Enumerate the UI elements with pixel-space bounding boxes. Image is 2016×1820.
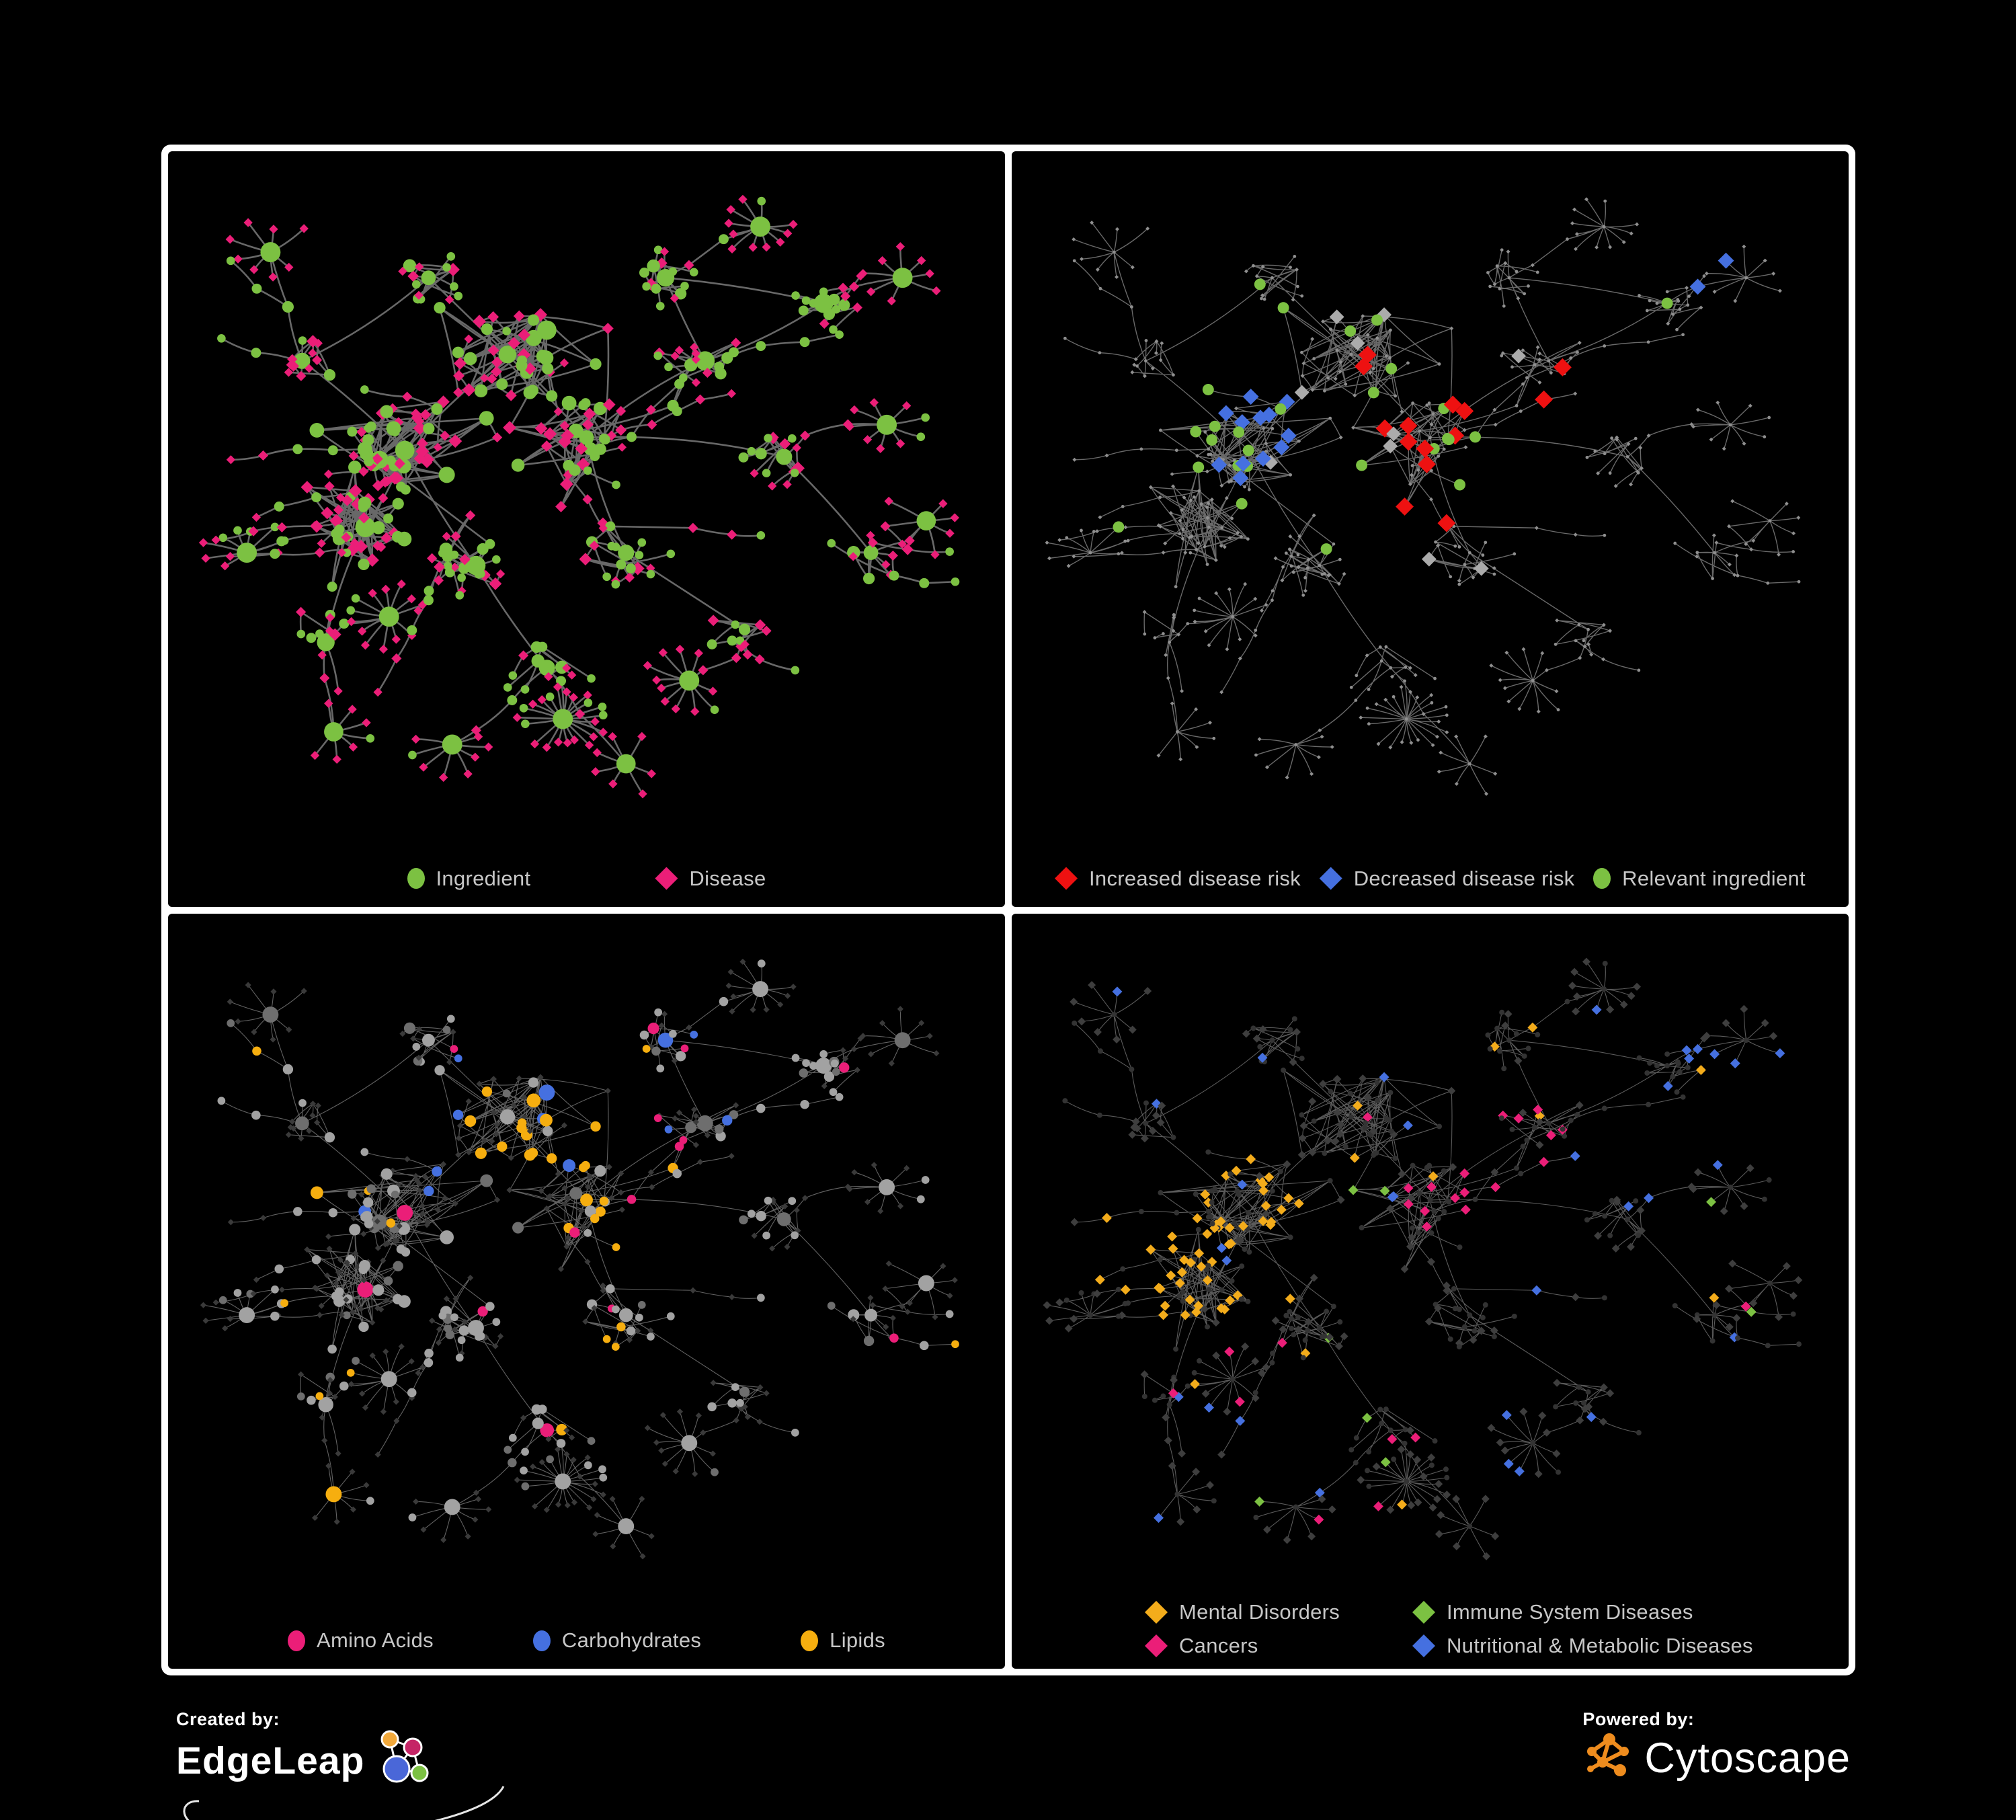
legend-ingredient-disease: Ingredient Disease (168, 867, 1005, 891)
edgeleap-wordmark: EdgeLeap (176, 1739, 365, 1782)
legend-item: Mental Disorders (1145, 1600, 1412, 1624)
legend-circle-marker (801, 1630, 819, 1651)
legend-label: Immune System Diseases (1447, 1600, 1693, 1624)
legend-item: Nutritional & Metabolic Diseases (1412, 1634, 1753, 1658)
legend-circle-marker (532, 1630, 551, 1651)
legend-label: Amino Acids (317, 1628, 434, 1652)
legend-label: Carbohydrates (561, 1628, 702, 1652)
cytoscape-wordmark: Cytoscape (1644, 1735, 1851, 1782)
legend-diamond-marker (1145, 1634, 1168, 1657)
panel-nutrient-classes: Amino Acids Carbohydrates Lipids (168, 913, 1005, 1669)
cytoscape-brand-row: Cytoscape (1582, 1731, 1851, 1785)
panel-disease-risk: Increased disease risk Decreased disease … (1012, 151, 1849, 907)
legend-item: Relevant ingredient (1593, 867, 1806, 891)
legend-diamond-marker (1055, 867, 1078, 890)
panel-disease-classes: Mental Disorders Immune System Diseases Ca… (1012, 913, 1849, 1669)
legend-diamond-marker (1319, 867, 1342, 890)
legend-label: Disease (689, 866, 766, 890)
legend-circle-marker (288, 1630, 306, 1651)
legend-label: Increased disease risk (1089, 866, 1301, 890)
legend-label: Nutritional & Metabolic Diseases (1447, 1634, 1753, 1657)
legend-item: Ingredient (407, 867, 531, 891)
cytoscape-logo-icon (1587, 1733, 1629, 1776)
legend-item: Increased disease risk (1055, 867, 1301, 891)
legend-item: Disease (655, 867, 766, 891)
legend-disease-risk: Increased disease risk Decreased disease … (1012, 867, 1849, 891)
network-graph-nutrient-classes (200, 958, 959, 1559)
legend-label: Decreased disease risk (1353, 866, 1575, 890)
legend-diamond-marker (1412, 1634, 1435, 1657)
legend-item: Cancers (1145, 1634, 1412, 1658)
created-by-label: Created by: (176, 1709, 280, 1729)
legend-label: Lipids (830, 1628, 885, 1652)
network-graph-disease-risk (1045, 197, 1801, 796)
legend-label: Mental Disorders (1179, 1600, 1340, 1624)
legend-item: Amino Acids (288, 1628, 434, 1653)
edgeleap-credit: Created by: EdgeLeap (176, 1709, 553, 1820)
legend-diamond-marker (655, 867, 678, 890)
legend-nutrient-classes: Amino Acids Carbohydrates Lipids (168, 1628, 1005, 1653)
edgeleap-brand-row: EdgeLeap (176, 1730, 553, 1820)
legend-item: Carbohydrates (532, 1628, 702, 1653)
legend-diamond-marker (1412, 1601, 1435, 1624)
legend-item: Decreased disease risk (1319, 866, 1575, 891)
legend-item: Lipids (801, 1628, 885, 1653)
edgeleap-logo-icon (380, 1730, 429, 1783)
panel-grid: Ingredient Disease Increased disease risk… (161, 145, 1855, 1675)
powered-by-label: Powered by: (1582, 1709, 1695, 1729)
legend-label: Cancers (1179, 1634, 1258, 1657)
network-graph-disease-classes (1043, 957, 1803, 1560)
legend-circle-marker (1593, 868, 1611, 889)
panel-ingredient-disease: Ingredient Disease (168, 151, 1005, 907)
legend-disease-classes: Mental Disorders Immune System Diseases Ca… (1012, 1600, 1849, 1658)
legend-circle-marker (407, 868, 425, 889)
legend-label: Ingredient (436, 866, 531, 890)
legend-item: Immune System Diseases (1412, 1600, 1753, 1624)
legend-label: Relevant ingredient (1622, 866, 1806, 890)
legend-diamond-marker (1145, 1601, 1168, 1624)
cytoscape-credit: Powered by: Cytoscape (1582, 1709, 1851, 1785)
network-graph-ingredient-disease (198, 194, 960, 799)
